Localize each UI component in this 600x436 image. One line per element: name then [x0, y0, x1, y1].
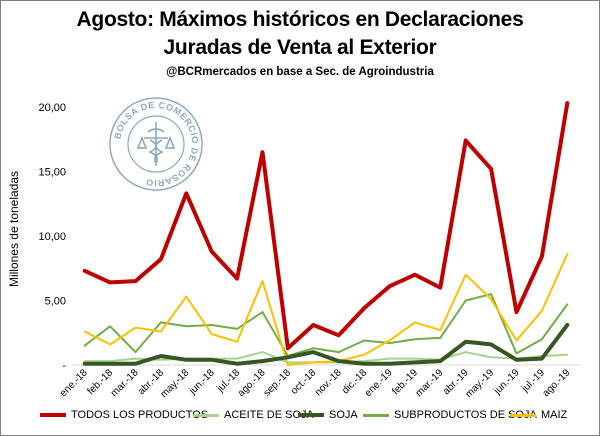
legend-label: MAIZ	[541, 409, 568, 421]
legend-label: SUBPRODUCTOS DE SOJA	[394, 409, 537, 421]
legend-label: ACEITE DE SOJA	[224, 409, 314, 421]
legend-swatch	[510, 413, 536, 417]
series-line-soja	[82, 323, 570, 366]
x-tick-label: mar.-18	[109, 367, 141, 399]
chart-subtitle: @BCRmercados en base a Sec. de Agroindus…	[166, 66, 434, 78]
legend-label: TODOS LOS PRODUCTOS	[71, 409, 209, 421]
x-tick-label: may.-19	[463, 367, 496, 400]
y-tick-label: 20,00	[38, 102, 66, 114]
y-tick-label: 10,00	[38, 231, 66, 243]
x-tick-label: ago.-19	[541, 367, 573, 399]
series-line-maiz	[83, 253, 569, 366]
legend-item: TODOS LOS PRODUCTOS	[40, 409, 208, 421]
x-tick-label: sep.-18	[262, 367, 294, 399]
caduceus-icon	[136, 122, 176, 166]
legend-swatch	[298, 413, 324, 417]
legend-swatch	[40, 413, 66, 417]
y-tick-label: 15,00	[38, 167, 66, 179]
x-tick-label: mar.-19	[414, 367, 446, 399]
x-tick-label: ago.-18	[236, 367, 268, 399]
x-tick-label: jun.-19	[492, 367, 522, 397]
legend-item: SOJA	[298, 409, 358, 421]
series-line-todos-los-productos	[82, 101, 570, 351]
chart-title-line1: Agosto: Máximos históricos en Declaracio…	[76, 8, 524, 31]
legend-label: SOJA	[329, 409, 358, 421]
x-tick-label: ene.-19	[363, 367, 395, 399]
legend-item: ACEITE DE SOJA	[193, 409, 314, 421]
y-tick-label: -	[62, 360, 66, 372]
chart-legend: TODOS LOS PRODUCTOS ACEITE DE SOJA SOJA SUB…	[0, 409, 600, 429]
x-tick-label: nov.-18	[313, 367, 344, 398]
legend-swatch	[363, 413, 389, 417]
x-tick-label: jun.-18	[187, 367, 217, 397]
y-tick-label: 5,00	[45, 296, 66, 308]
legend-item: SUBPRODUCTOS DE SOJA	[363, 409, 537, 421]
legend-swatch	[193, 413, 219, 417]
legend-item: MAIZ	[510, 409, 567, 421]
chart-title-line2: Juradas de Venta al Exterior	[163, 36, 437, 59]
bolsa-rosario-seal-logo: BOLSA DE COMERCIO DE ROSARIO	[109, 97, 203, 191]
x-tick-label: may.-18	[159, 367, 192, 400]
